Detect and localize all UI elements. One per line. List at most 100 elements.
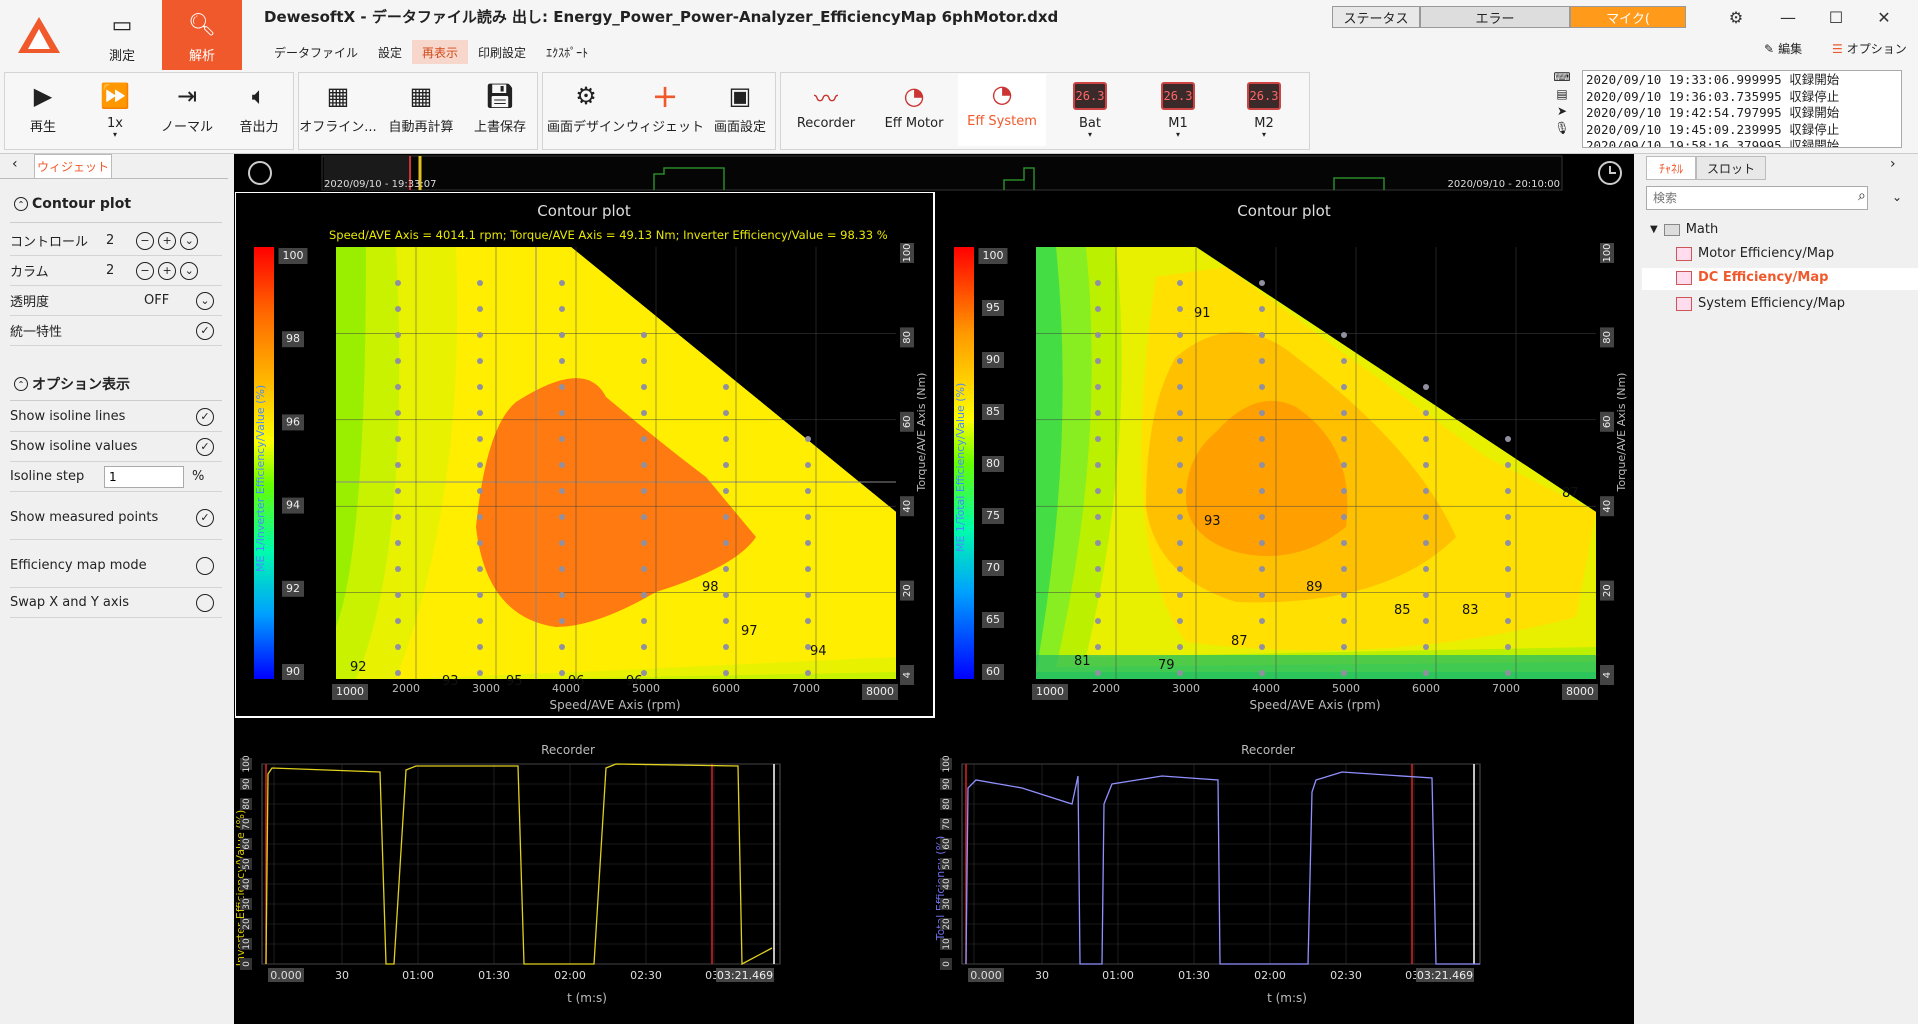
minus-icon[interactable]: − xyxy=(136,231,154,250)
mic-box[interactable]: マイク( xyxy=(1570,6,1686,28)
contour-plot-right[interactable]: Contour plot ME 1/Total Efficiency/Value… xyxy=(935,192,1635,718)
settings-gear-icon[interactable]: ⚙ xyxy=(1728,7,1744,27)
cursor-icon[interactable]: ➤ xyxy=(1556,104,1568,118)
edit-link[interactable]: ✎ 編集 xyxy=(1764,41,1803,57)
transparency-row: 透明度 OFF ⌄ xyxy=(10,286,222,316)
speed-button[interactable]: ⏩ 1x ▾ xyxy=(80,76,150,148)
minus-icon[interactable]: − xyxy=(136,261,154,280)
x-tick-label: 02:00 xyxy=(1254,969,1286,982)
measured-point xyxy=(477,618,483,624)
measured-point xyxy=(805,514,811,520)
check-icon[interactable]: ✓ xyxy=(196,407,214,426)
sound-output-button[interactable]: 🔈︎ 音出力 xyxy=(224,76,294,148)
collapse-left-icon[interactable]: ‹ xyxy=(12,156,18,172)
measured-point xyxy=(1341,540,1347,546)
mode-measure-button[interactable]: ▭ 測定 xyxy=(108,13,135,64)
microphone-icon[interactable]: 🎙︎ xyxy=(1554,121,1570,135)
event-log[interactable]: 2020/09/10 19:33:06.999995 収録開始 2020/09/… xyxy=(1582,70,1902,148)
menu-datafile[interactable]: データファイル xyxy=(274,46,359,60)
measured-point xyxy=(723,592,729,598)
minimize-button[interactable]: — xyxy=(1780,7,1796,27)
measured-point xyxy=(1177,332,1183,338)
digital-meter-icon: 26.3 xyxy=(1247,82,1281,110)
tab-channels[interactable]: ﾁｬﾈﾙ xyxy=(1646,156,1696,180)
y-tick-label: 80 xyxy=(902,331,913,344)
channel-system-efficiency[interactable]: System Efficiency/Map xyxy=(1676,296,1845,311)
unchecked-icon[interactable] xyxy=(196,593,214,612)
tree-root-math[interactable]: ▼ Math xyxy=(1650,222,1719,237)
chevron-down-icon[interactable]: ⌄ xyxy=(180,261,199,280)
check-icon[interactable]: ✓ xyxy=(196,321,214,340)
offline-calc-button[interactable]: ▦ オフライン... xyxy=(299,76,376,148)
menu-export[interactable]: ｴｸｽﾎﾟｰﾄ xyxy=(546,46,589,60)
menu-review[interactable]: 再表示 xyxy=(412,40,469,64)
y-tick-bg xyxy=(240,798,252,810)
options-section-header[interactable]: ⌃ オプション表示 xyxy=(14,374,130,394)
mode-analysis-button[interactable]: 🔍︎ 解析 xyxy=(162,0,242,70)
plus-icon[interactable]: + xyxy=(158,261,177,280)
maximize-button[interactable]: ☐ xyxy=(1828,7,1844,27)
menu-settings[interactable]: 設定 xyxy=(378,46,403,60)
y-tick-bg xyxy=(240,958,252,970)
screen-bat-tab[interactable]: 26.3 Bat ▾ xyxy=(1050,76,1130,148)
collapse-right-icon[interactable]: › xyxy=(1890,156,1896,172)
y-tick-label: 100 xyxy=(242,755,252,772)
close-button[interactable]: ✕ xyxy=(1877,7,1891,27)
efficiency-map-mode-row: Efficiency map mode xyxy=(10,544,222,588)
contour-section-header[interactable]: ⌃ Contour plot xyxy=(14,196,131,212)
chevron-down-icon[interactable]: ⌄ xyxy=(180,231,199,250)
status-box[interactable]: ステータス xyxy=(1332,6,1420,28)
chevron-down-icon[interactable]: ⌄ xyxy=(196,291,214,310)
channel-search-input[interactable] xyxy=(1646,186,1868,210)
collapse-up-icon: ⌃ xyxy=(14,377,28,391)
measured-point xyxy=(641,488,647,494)
x-axis-min-label: 1000 xyxy=(1036,685,1064,698)
x-tick-label: 5000 xyxy=(632,682,660,695)
error-box[interactable]: エラー xyxy=(1420,6,1570,28)
tab-slots[interactable]: スロット xyxy=(1696,156,1766,180)
widget-tab[interactable]: ウィジェット xyxy=(34,154,112,178)
channel-motor-efficiency[interactable]: Motor Efficiency/Map xyxy=(1676,246,1834,261)
recorder-right[interactable]: Recorder Total Efficiency (%) t (m:s) 01… xyxy=(934,738,1634,1022)
screen-design-button[interactable]: ⚙ 画面デザイン xyxy=(546,76,626,148)
measured-point xyxy=(1505,670,1511,676)
check-icon[interactable]: ✓ xyxy=(196,508,214,527)
measured-point xyxy=(805,670,811,676)
measured-point xyxy=(395,358,401,364)
search-icon[interactable]: ⌕ xyxy=(1858,188,1866,204)
screen-settings-button[interactable]: ▣ 画面設定 xyxy=(704,76,776,148)
step-icon: ⇥ xyxy=(176,82,198,110)
auto-recalc-button[interactable]: ▦ 自動再計算 xyxy=(380,76,462,148)
screen-m1-tab[interactable]: 26.3 M1 ▾ xyxy=(1138,76,1218,148)
measured-point xyxy=(477,488,483,494)
x-tick-label: 4000 xyxy=(552,682,580,695)
overview-strip[interactable]: 2020/09/10 - 19:33:07 2020/09/10 - 20:10… xyxy=(234,154,1634,192)
measured-point xyxy=(641,384,647,390)
screen-m2-tab[interactable]: 26.3 M2 ▾ xyxy=(1224,76,1304,148)
widget-button[interactable]: + ウィジェット xyxy=(626,77,705,135)
screen-eff-motor-tab[interactable]: ◔ Eff Motor xyxy=(872,76,956,148)
log-entry: 2020/09/10 19:58:16.379995 収録開始 xyxy=(1586,138,1840,148)
contour-plot-left[interactable]: Contour plot Speed/AVE Axis = 4014.1 rpm… xyxy=(235,192,935,718)
menu-print[interactable]: 印刷設定 xyxy=(478,46,527,60)
screen-eff-system-tab[interactable]: ◔ Eff System xyxy=(958,74,1046,146)
screen-recorder-tab[interactable]: 〰 Recorder xyxy=(784,76,868,148)
keyboard-icon[interactable]: ⌨ xyxy=(1553,70,1571,84)
plus-icon[interactable]: + xyxy=(158,231,177,250)
channel-dc-efficiency[interactable]: DC Efficiency/Map xyxy=(1676,270,1828,285)
play-button[interactable]: ▶ 再生 xyxy=(8,76,78,148)
overwrite-save-button[interactable]: 💾︎ 上書保存 xyxy=(466,76,534,148)
options-link[interactable]: ☰ オプション xyxy=(1832,41,1907,57)
digital-meter-icon: 26.3 xyxy=(1073,82,1107,110)
chevron-down-icon[interactable]: ⌄ xyxy=(1892,190,1903,204)
notes-icon[interactable]: ▤ xyxy=(1556,87,1568,101)
colorbar-tick-label: 90 xyxy=(986,353,1000,366)
check-icon[interactable]: ✓ xyxy=(196,437,214,456)
measured-point xyxy=(1423,592,1429,598)
colorbar-tick-label-bg xyxy=(982,352,1004,368)
contour-right-ylabel: Torque/AVE Axis (Nm) xyxy=(1615,373,1628,493)
recorder-left[interactable]: Recorder Inverter Efficiency/Value (%) t… xyxy=(234,738,934,1022)
isoline-step-input[interactable] xyxy=(104,465,184,488)
unchecked-icon[interactable] xyxy=(196,556,214,575)
normal-mode-button[interactable]: ⇥ ノーマル xyxy=(152,76,222,148)
